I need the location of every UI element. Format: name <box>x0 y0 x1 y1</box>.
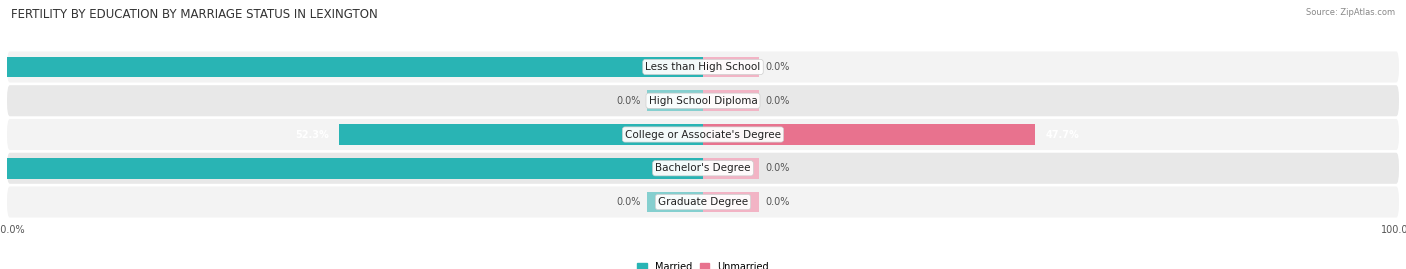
FancyBboxPatch shape <box>7 153 1399 184</box>
FancyBboxPatch shape <box>7 51 1399 83</box>
Text: Bachelor's Degree: Bachelor's Degree <box>655 163 751 173</box>
Bar <box>703 56 759 77</box>
Text: Source: ZipAtlas.com: Source: ZipAtlas.com <box>1306 8 1395 17</box>
Text: 47.7%: 47.7% <box>1046 129 1080 140</box>
Text: Less than High School: Less than High School <box>645 62 761 72</box>
FancyBboxPatch shape <box>7 186 1399 218</box>
FancyBboxPatch shape <box>7 119 1399 150</box>
Bar <box>647 192 703 213</box>
Text: Graduate Degree: Graduate Degree <box>658 197 748 207</box>
Text: 0.0%: 0.0% <box>616 96 640 106</box>
Text: FERTILITY BY EDUCATION BY MARRIAGE STATUS IN LEXINGTON: FERTILITY BY EDUCATION BY MARRIAGE STATU… <box>11 8 378 21</box>
Text: 0.0%: 0.0% <box>766 62 790 72</box>
Text: College or Associate's Degree: College or Associate's Degree <box>626 129 780 140</box>
Bar <box>703 90 759 111</box>
Text: 0.0%: 0.0% <box>766 163 790 173</box>
Bar <box>7 158 703 179</box>
Bar <box>339 124 703 145</box>
Bar <box>703 192 759 213</box>
FancyBboxPatch shape <box>7 85 1399 116</box>
Bar <box>703 124 1035 145</box>
Text: 0.0%: 0.0% <box>766 197 790 207</box>
Legend: Married, Unmarried: Married, Unmarried <box>633 258 773 269</box>
Bar <box>703 158 759 179</box>
Bar <box>647 90 703 111</box>
Text: 0.0%: 0.0% <box>616 197 640 207</box>
Bar <box>7 56 703 77</box>
Text: High School Diploma: High School Diploma <box>648 96 758 106</box>
Text: 0.0%: 0.0% <box>766 96 790 106</box>
Text: 52.3%: 52.3% <box>295 129 329 140</box>
